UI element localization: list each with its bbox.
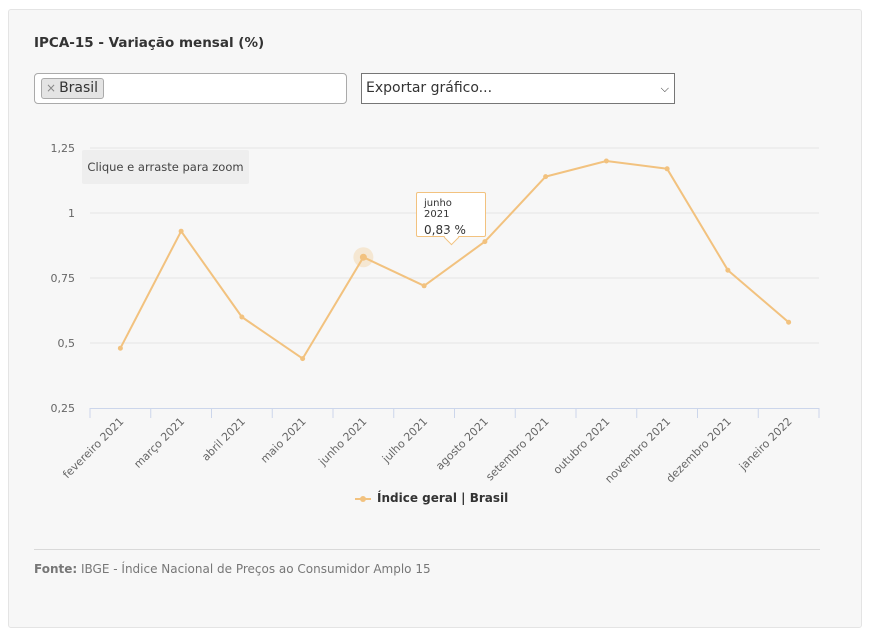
data-point[interactable] [239, 314, 245, 320]
location-filter-input[interactable]: × Brasil [34, 73, 347, 104]
x-tick-label: junho 2021 [316, 415, 370, 469]
x-tick-label: dezembro 2021 [664, 415, 734, 485]
y-tick-label: 0,25 [51, 402, 76, 415]
x-tick-label: outubro 2021 [551, 415, 613, 477]
tooltip-value: 0,83 % [424, 223, 466, 237]
x-tick-label: fevereiro 2021 [60, 415, 126, 481]
series-line[interactable] [119, 160, 790, 360]
data-point[interactable] [117, 345, 123, 351]
x-tick-label: novembro 2021 [602, 415, 673, 486]
data-point[interactable] [300, 356, 306, 362]
zoom-hint: Clique e arraste para zoom [82, 150, 249, 184]
x-tick-label: janeiro 2022 [736, 415, 795, 474]
y-tick-label: 1 [68, 207, 75, 220]
data-tooltip: junho 2021 0,83 % [416, 192, 486, 237]
y-tick-label: 1,25 [51, 142, 76, 155]
x-tick-label: abril 2021 [199, 415, 248, 464]
filter-tag-label: Brasil [59, 80, 99, 96]
y-tick-label: 0,5 [58, 337, 76, 350]
x-tick-label: agosto 2021 [433, 415, 491, 473]
data-point[interactable] [664, 166, 670, 172]
data-point[interactable] [359, 253, 367, 261]
source-note: Fonte: IBGE - Índice Nacional de Preços … [34, 562, 431, 576]
data-point[interactable] [421, 283, 427, 289]
legend-symbol-icon [355, 494, 371, 504]
tooltip-category: junho 2021 [424, 198, 452, 220]
divider [34, 549, 820, 550]
export-chart-select[interactable]: Exportar gráfico... ⌵ [361, 73, 675, 104]
legend-item[interactable]: Índice geral | Brasil [355, 491, 508, 505]
data-point[interactable] [543, 174, 549, 180]
chart-card [8, 9, 862, 628]
x-tick-label: julho 2021 [379, 415, 430, 466]
data-point[interactable] [786, 319, 792, 325]
x-tick-label: maio 2021 [258, 415, 309, 466]
source-text: IBGE - Índice Nacional de Preços ao Cons… [81, 562, 431, 576]
data-point[interactable] [725, 267, 731, 273]
remove-tag-icon[interactable]: × [46, 81, 57, 95]
filter-tag-brasil[interactable]: × Brasil [41, 78, 105, 99]
source-prefix: Fonte: [34, 562, 78, 576]
legend-label: Índice geral | Brasil [377, 491, 509, 505]
y-tick-label: 0,75 [51, 272, 76, 285]
data-point[interactable] [482, 239, 488, 245]
export-select-label: Exportar gráfico... [366, 80, 493, 96]
data-point[interactable] [178, 228, 184, 234]
chart-title: IPCA-15 - Variação mensal (%) [34, 35, 265, 51]
chevron-down-icon: ⌵ [660, 82, 669, 95]
x-tick-label: setembro 2021 [483, 415, 551, 483]
x-tick-label: março 2021 [131, 415, 187, 471]
data-point[interactable] [603, 158, 609, 164]
